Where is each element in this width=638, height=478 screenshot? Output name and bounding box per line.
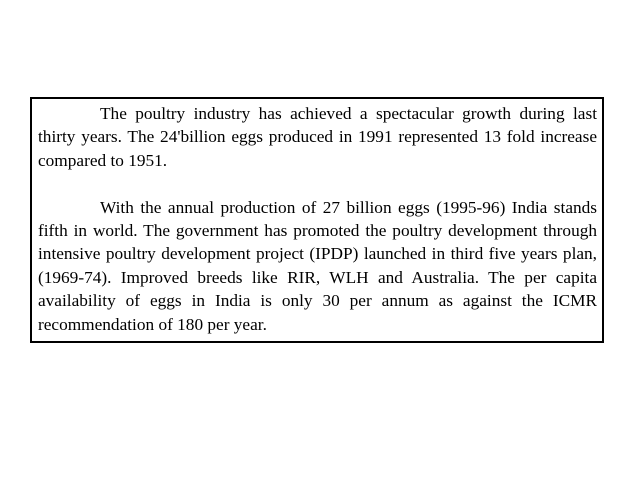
paragraph-production: With the annual production of 27 billion…	[38, 197, 597, 334]
text-box: The poultry industry has achieved a spec…	[30, 97, 604, 343]
paragraph-growth: The poultry industry has achieved a spec…	[38, 104, 597, 170]
